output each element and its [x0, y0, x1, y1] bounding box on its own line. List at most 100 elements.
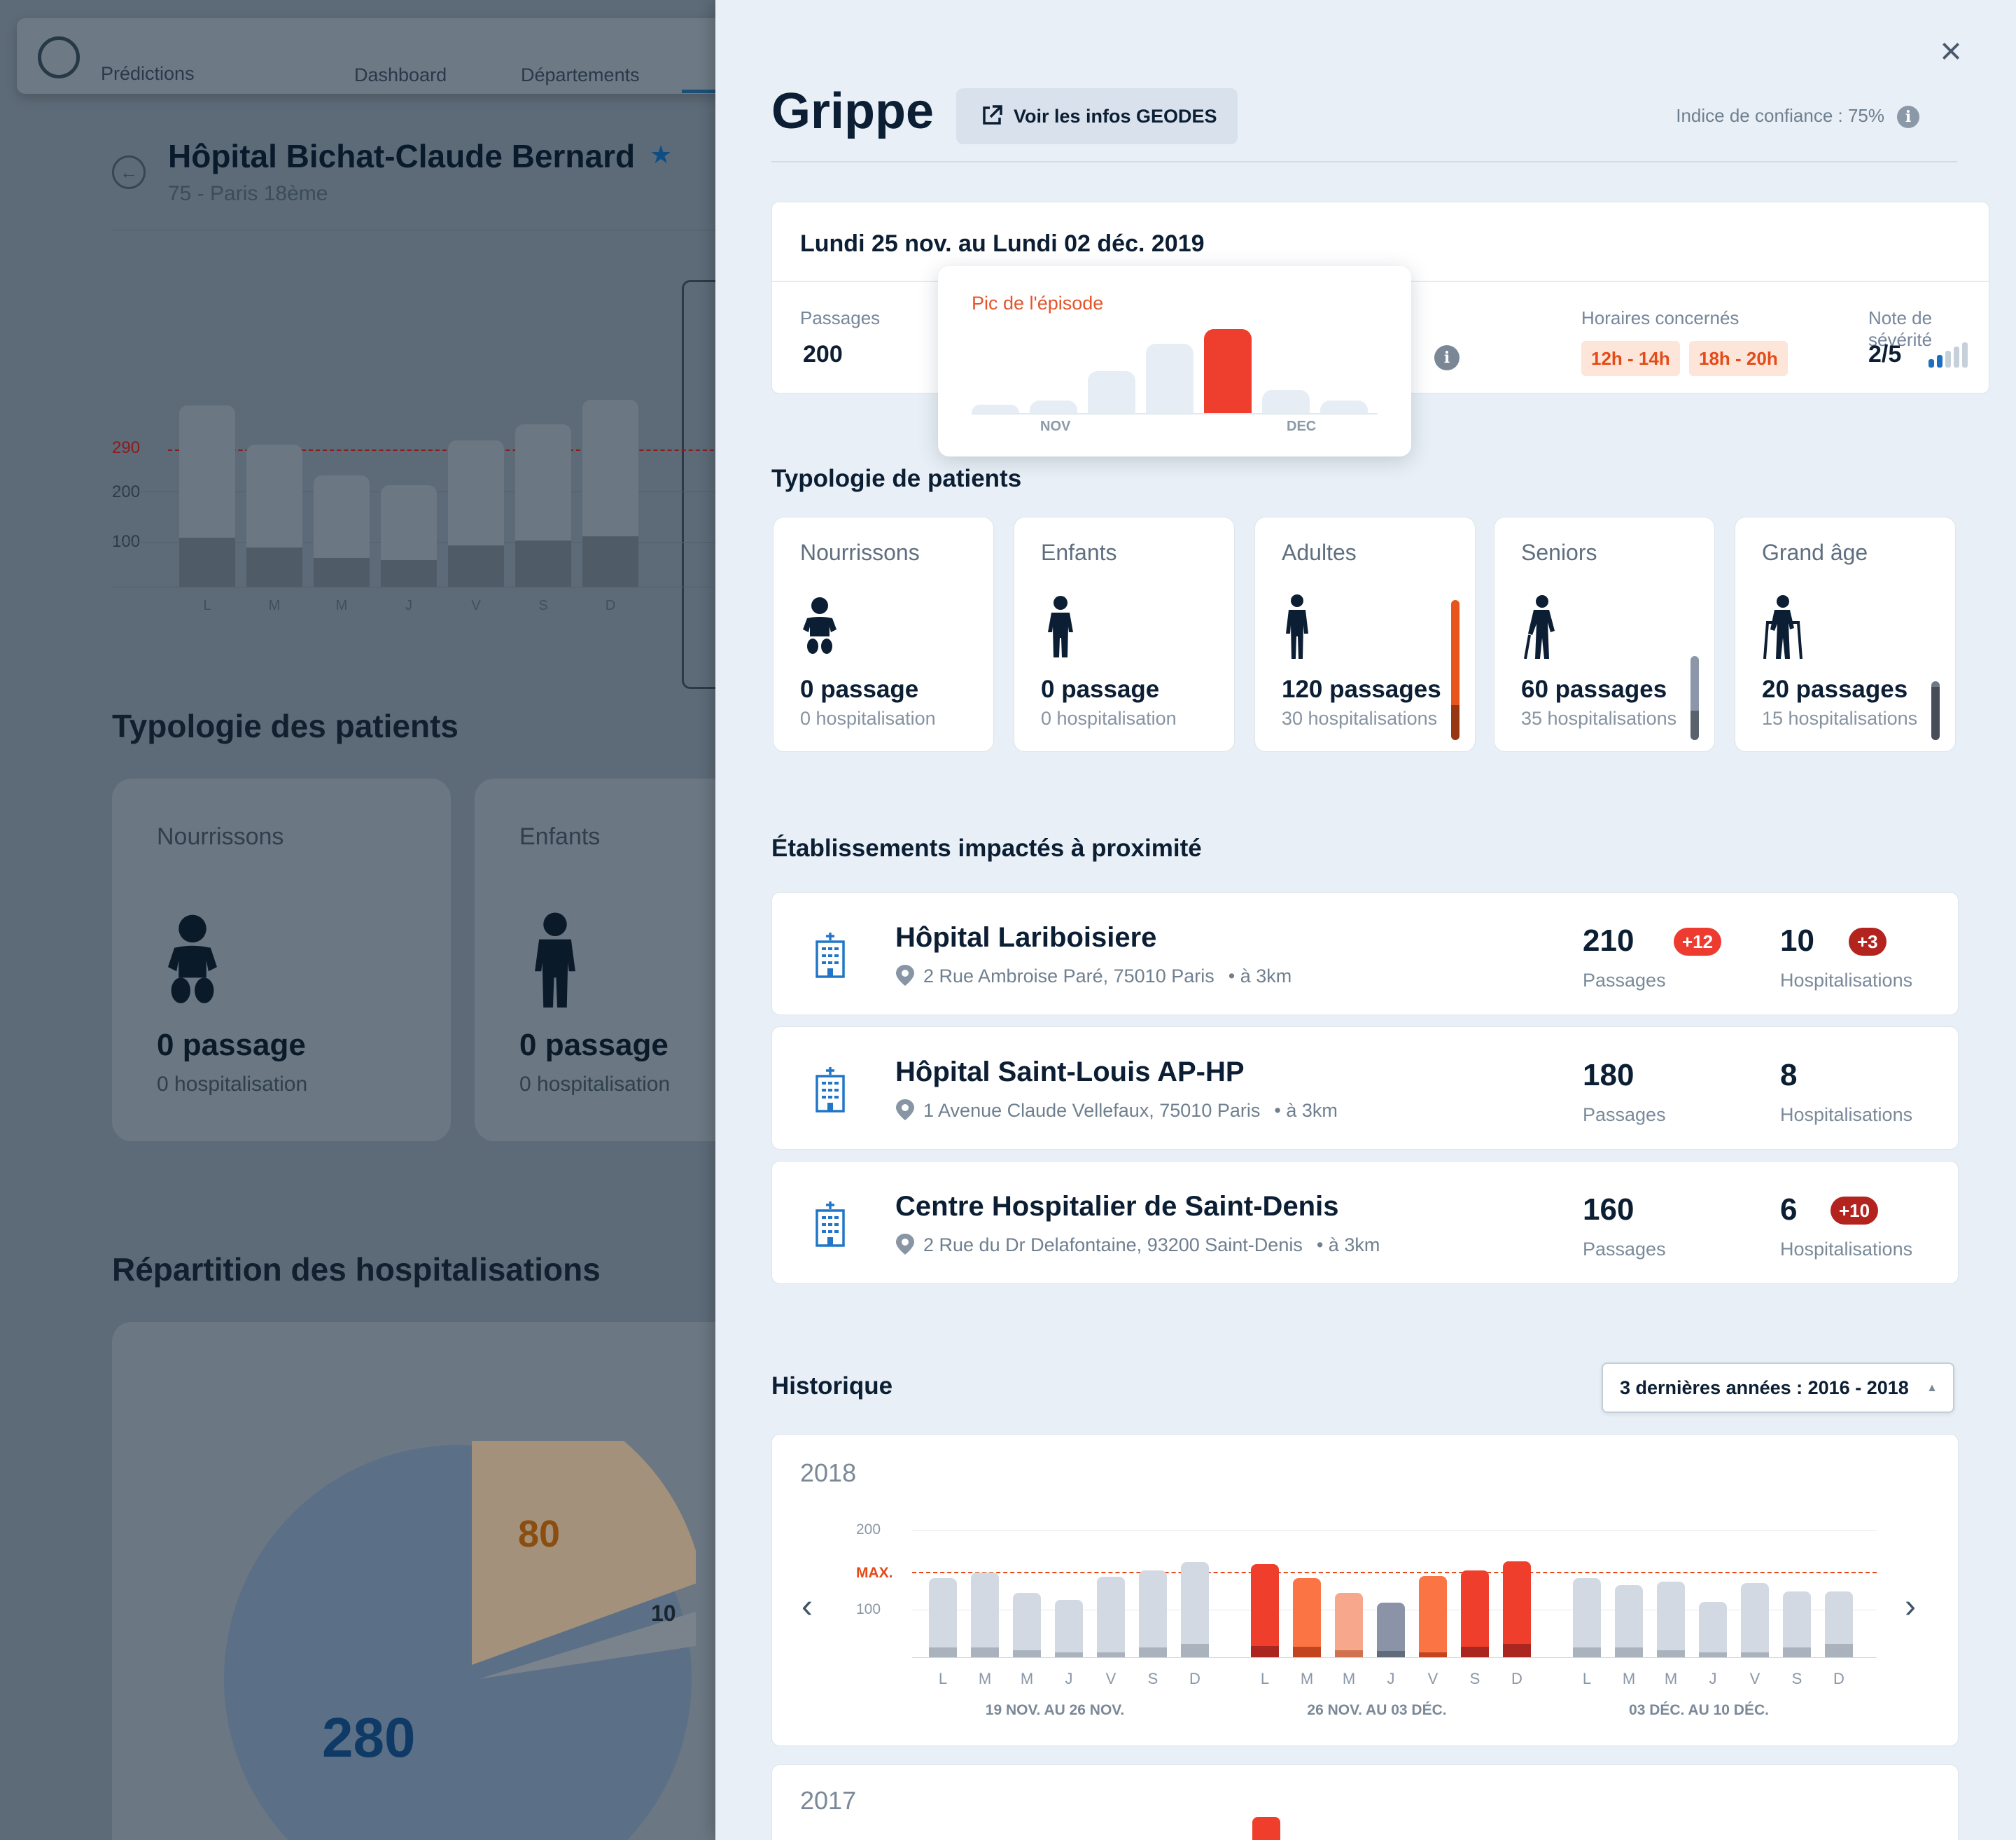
history-bar-hospitalisations	[1139, 1647, 1167, 1657]
bg-card-enfants: Enfants 0 passage 0 hospitalisation	[475, 779, 715, 1141]
popup-title: Pic de l'épisode	[972, 293, 1104, 314]
info-icon[interactable]: i	[1434, 345, 1460, 370]
history-bar	[1825, 1591, 1853, 1657]
history-bar	[1097, 1577, 1125, 1657]
distance-text: • à 3km	[1316, 1234, 1380, 1255]
address-text: 2 Rue du Dr Delafontaine, 93200 Saint-De…	[923, 1234, 1303, 1255]
history-day-label: M	[1622, 1670, 1636, 1687]
hospitalisations-value: 6	[1780, 1192, 1798, 1227]
patient-card-title: Seniors	[1521, 540, 1597, 565]
history-period-select[interactable]: 3 dernières années : 2016 - 2018 ▲	[1602, 1362, 1954, 1413]
history-bar-hospitalisations	[1251, 1645, 1279, 1657]
history-bar-hospitalisations	[1825, 1644, 1853, 1657]
history-chart-card-2017: 2017	[771, 1764, 1959, 1840]
sort-arrows-icon: ▲	[1926, 1382, 1938, 1394]
back-arrow-icon[interactable]: ←	[112, 155, 146, 189]
card-hospitalisations: 0 hospitalisation	[157, 1073, 308, 1096]
history-bar-hospitalisations	[1741, 1652, 1769, 1657]
close-icon[interactable]: ×	[1940, 30, 1962, 72]
external-link-icon	[983, 105, 1002, 125]
y-tick-label: 200	[112, 482, 141, 501]
history-bar	[1181, 1561, 1209, 1657]
patient-card-hospitalisations: 35 hospitalisations	[1521, 708, 1677, 729]
history-bar	[1419, 1575, 1447, 1657]
patient-card-grand-age[interactable]: Grand âge 20 passages 15 hospitalisation…	[1735, 517, 1956, 752]
senior-icon	[1524, 595, 1555, 659]
section-title-patients: Typologie des patients	[112, 708, 458, 744]
patient-card-enfants[interactable]: Enfants 0 passage 0 hospitalisation	[1014, 517, 1235, 752]
bar-hospitalisations	[246, 548, 302, 587]
bar-hospitalisations	[314, 557, 370, 587]
tab-dashboard[interactable]: Dashboard	[354, 64, 447, 85]
tab-departements[interactable]: Départements	[521, 64, 640, 85]
establishment-card[interactable]: Hôpital Lariboisiere 2 Rue Ambroise Paré,…	[771, 892, 1959, 1015]
pie-slice-orange	[472, 1441, 696, 1665]
history-bar-hospitalisations	[1335, 1650, 1363, 1657]
history-bar	[1741, 1583, 1769, 1657]
patient-card-nourrissons[interactable]: Nourrissons 0 passage 0 hospitalisation	[773, 517, 994, 752]
history-day-label: L	[1582, 1670, 1592, 1687]
establishment-card[interactable]: Hôpital Saint-Louis AP-HP 1 Avenue Claude…	[771, 1026, 1959, 1150]
pie-value-grey: 10	[651, 1601, 676, 1626]
location-pin-icon	[896, 1099, 914, 1120]
bg-card-nourrissons: Nourrissons 0 passage 0 hospitalisation	[112, 779, 451, 1141]
history-bar-hospitalisations	[1293, 1646, 1321, 1657]
favorite-star-icon[interactable]: ★	[650, 140, 673, 169]
meter-hospitalisation-part	[1451, 705, 1460, 740]
typology-title: Typologie de patients	[771, 465, 1022, 492]
hospitalisations-label: Hospitalisations	[1780, 970, 1913, 991]
patient-card-hospitalisations: 15 hospitalisations	[1762, 708, 1918, 729]
mini-bar	[972, 405, 1019, 413]
history-day-label: J	[1387, 1670, 1395, 1687]
geodes-button[interactable]: Voir les infos GEODES	[956, 88, 1238, 144]
history-day-label: M	[1342, 1670, 1356, 1687]
hospitalisations-value: 8	[1780, 1058, 1798, 1092]
history-bar	[1251, 1563, 1279, 1657]
patient-card-title: Nourrissons	[800, 540, 920, 565]
episode-period: Lundi 25 nov. au Lundi 02 déc. 2019	[800, 230, 1205, 257]
passages-label: Passages	[800, 307, 881, 328]
severity-bar	[1945, 351, 1951, 368]
patient-card-adultes[interactable]: Adultes 120 passages 30 hospitalisations	[1254, 517, 1476, 752]
history-bar-hospitalisations	[1461, 1646, 1489, 1657]
pie-chart	[224, 1441, 696, 1840]
severity-bar	[1928, 359, 1934, 368]
history-title: Historique	[771, 1372, 893, 1400]
location-pin-icon	[896, 965, 914, 986]
mini-bar	[1146, 344, 1194, 413]
patient-card-title: Grand âge	[1762, 540, 1868, 565]
history-bar	[1503, 1561, 1531, 1657]
bar-hospitalisations	[448, 545, 504, 587]
previous-arrow-icon[interactable]: ‹	[802, 1588, 813, 1625]
establishment-name: Centre Hospitalier de Saint-Denis	[895, 1191, 1339, 1222]
panel-title: Grippe	[771, 83, 934, 139]
adult-icon	[1286, 594, 1308, 659]
location-pin-icon	[896, 1234, 914, 1255]
grid-line	[912, 1530, 1877, 1531]
passages-label: Passages	[1583, 1104, 1666, 1125]
hospitalisations-delta-badge: +3	[1849, 928, 1886, 956]
info-icon[interactable]: i	[1897, 106, 1919, 128]
month-label: NOV	[1040, 419, 1071, 434]
next-arrow-icon[interactable]: ›	[1905, 1588, 1916, 1625]
history-bar-hospitalisations	[1503, 1644, 1531, 1657]
history-bar-hospitalisations	[1013, 1650, 1041, 1657]
history-day-label: M	[1664, 1670, 1678, 1687]
establishment-card[interactable]: Centre Hospitalier de Saint-Denis 2 Rue d…	[771, 1161, 1959, 1284]
nav-brand[interactable]: Prédictions	[101, 63, 195, 84]
pie-value-main: 280	[322, 1706, 416, 1769]
severity-meter	[1451, 600, 1460, 740]
elderly-walker-icon	[1763, 595, 1802, 659]
history-bar	[1252, 1817, 1280, 1840]
history-bar	[1335, 1593, 1363, 1657]
history-week-label: 03 DÉC. AU 10 DÉC.	[1629, 1702, 1769, 1718]
severity-bar	[1937, 355, 1942, 368]
heartbeat-logo-icon	[38, 36, 80, 78]
meter-hospitalisation-part	[1690, 711, 1699, 740]
hospitalisations-label: Hospitalisations	[1780, 1239, 1913, 1260]
hour-chip: 18h - 20h	[1689, 341, 1788, 376]
history-period-value: 3 dernières années : 2016 - 2018	[1620, 1377, 1909, 1398]
patient-card-seniors[interactable]: Seniors 60 passages 35 hospitalisations	[1494, 517, 1715, 752]
hospital-building-icon	[816, 1201, 845, 1247]
history-day-label: L	[1260, 1670, 1270, 1687]
